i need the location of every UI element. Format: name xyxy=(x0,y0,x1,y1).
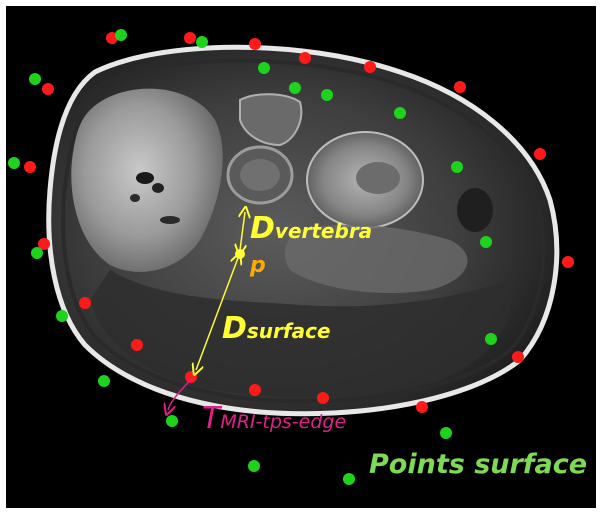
d-vertebra-label: Dvertebra xyxy=(250,211,372,246)
green-point xyxy=(394,107,406,119)
green-point xyxy=(115,29,127,41)
d-vertebra-small: vertebra xyxy=(275,219,372,243)
d-vertebra-line xyxy=(240,212,245,250)
green-point xyxy=(98,375,110,387)
green-point xyxy=(321,89,333,101)
d-surface-line xyxy=(196,258,238,370)
green-point xyxy=(258,62,270,74)
p-label: p xyxy=(249,253,266,278)
green-point xyxy=(56,310,68,322)
red-point xyxy=(131,339,143,351)
red-point xyxy=(79,297,91,309)
green-point xyxy=(343,473,355,485)
red-point xyxy=(454,81,466,93)
red-point xyxy=(185,371,197,383)
red-point xyxy=(317,392,329,404)
t-mri-small: MRI-tps-edge xyxy=(220,411,346,433)
t-mri-arrow xyxy=(168,377,193,410)
point-p xyxy=(235,249,245,259)
green-point xyxy=(31,247,43,259)
t-mri-big: T xyxy=(202,401,223,436)
red-point xyxy=(364,61,376,73)
d-vertebra-big: D xyxy=(250,211,275,246)
red-point xyxy=(184,32,196,44)
green-point xyxy=(196,36,208,48)
red-point xyxy=(534,148,546,160)
red-point xyxy=(249,38,261,50)
green-point xyxy=(8,157,20,169)
green-point xyxy=(248,460,260,472)
green-point xyxy=(480,236,492,248)
body-cross-section xyxy=(46,44,560,417)
red-point xyxy=(42,83,54,95)
red-point xyxy=(512,351,524,363)
d-surface-big: D xyxy=(222,311,247,346)
points-surface-label: Points surface xyxy=(369,449,587,480)
green-point xyxy=(440,427,452,439)
green-point xyxy=(485,333,497,345)
green-point xyxy=(451,161,463,173)
t-mri-label: TMRI-tps-edge xyxy=(202,401,346,436)
red-point xyxy=(38,238,50,250)
green-point xyxy=(289,82,301,94)
red-point xyxy=(299,52,311,64)
red-point xyxy=(24,161,36,173)
green-point xyxy=(166,415,178,427)
green-point xyxy=(29,73,41,85)
d-surface-label: Dsurface xyxy=(222,311,331,346)
d-surface-small: surface xyxy=(247,319,331,343)
green-points xyxy=(8,29,497,485)
red-points xyxy=(24,32,574,413)
red-point xyxy=(416,401,428,413)
red-point xyxy=(562,256,574,268)
red-point xyxy=(249,384,261,396)
measurement-lines xyxy=(168,212,245,410)
